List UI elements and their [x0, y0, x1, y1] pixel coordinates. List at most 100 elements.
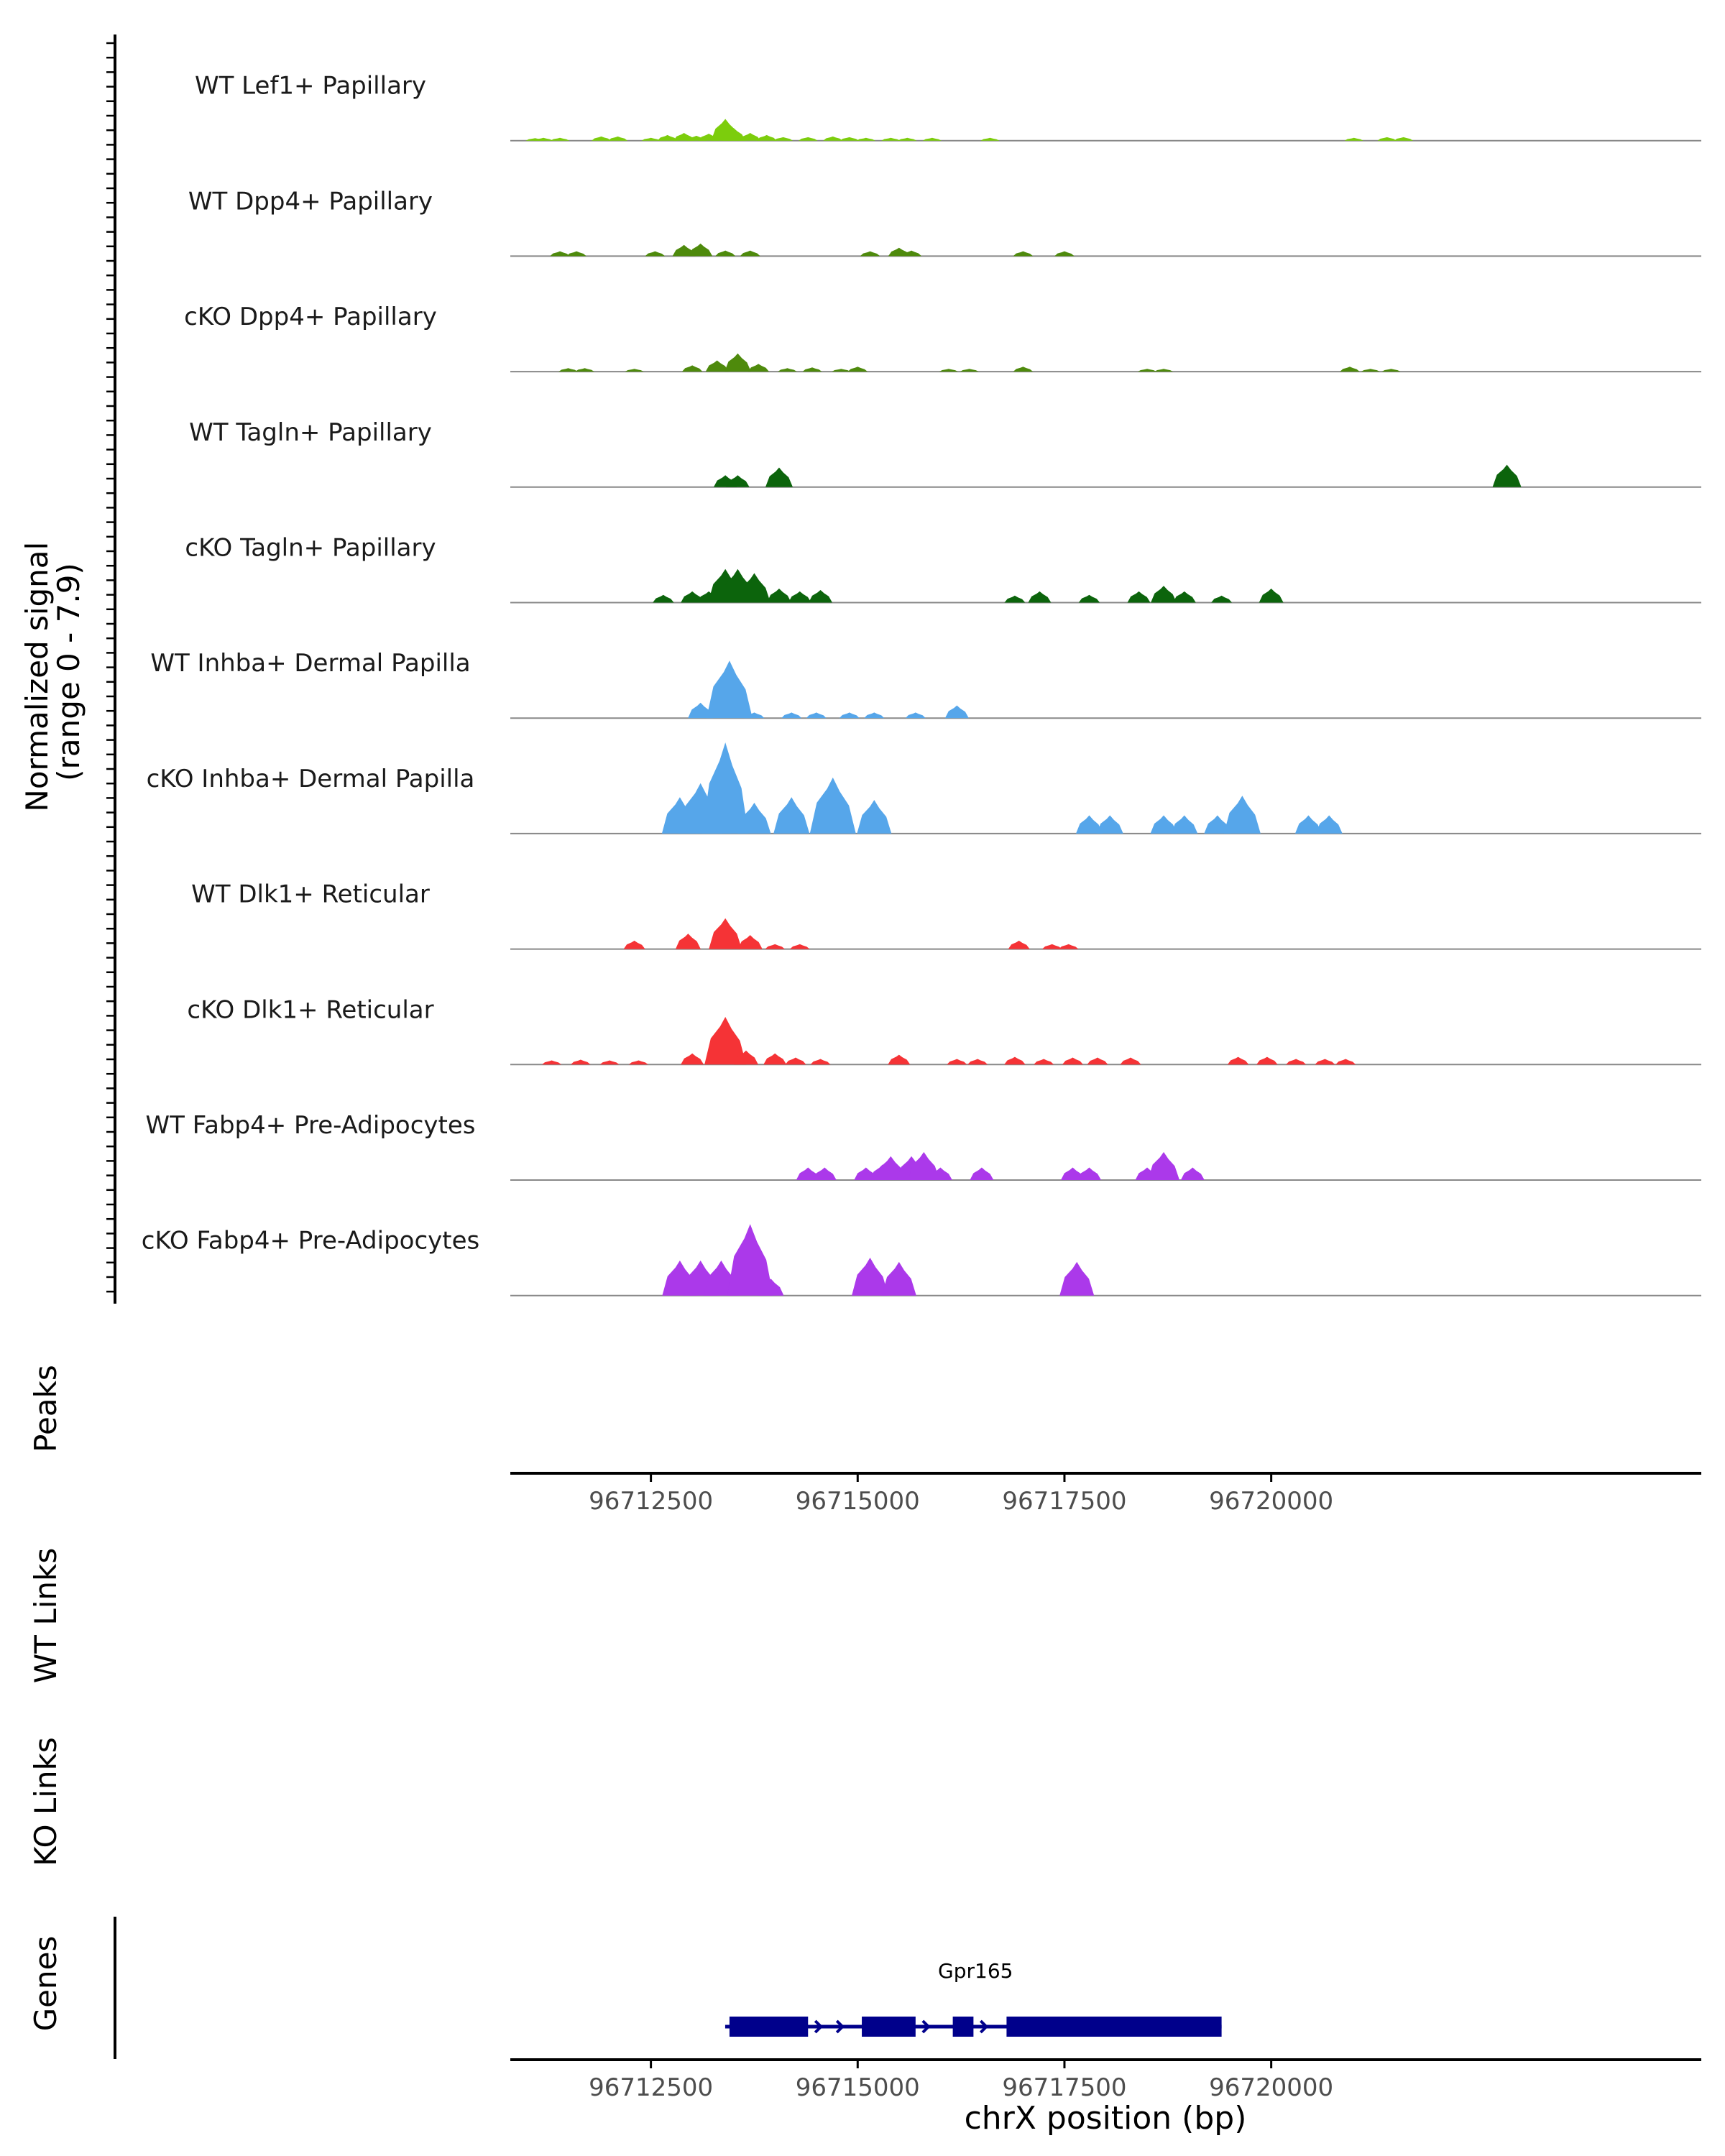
- signal-peak: [847, 367, 868, 372]
- signal-peak: [778, 368, 797, 372]
- x-tick-label: 96715000: [796, 1487, 920, 1516]
- signal-peak: [812, 1167, 837, 1180]
- signal-peak: [558, 368, 578, 372]
- signal-axis-ticks: [106, 42, 115, 1293]
- signal-peak: [856, 137, 875, 141]
- signal-peak: [715, 250, 736, 257]
- gene-exon: [952, 2017, 974, 2037]
- track-label: cKO Dlk1+ Reticular: [187, 995, 433, 1024]
- signal-peak: [706, 660, 753, 719]
- wt-links-panel-label: WT Links: [28, 1548, 63, 1683]
- genes-x-axis-ticks: 96712500 96715000 96717500 96720000: [589, 2060, 1333, 2102]
- signal-peak: [840, 137, 860, 141]
- track-4: WT Tagln+ Papillary: [189, 418, 1701, 488]
- signal-peak: [980, 137, 1000, 141]
- signal-peak: [809, 777, 856, 834]
- signal-peak: [832, 369, 851, 372]
- gene-exon: [729, 2017, 809, 2037]
- signal-peak: [758, 1279, 784, 1296]
- signal-peak: [1381, 369, 1401, 372]
- signal-peak: [765, 944, 785, 949]
- track-9: cKO Dlk1+ Reticular: [187, 995, 1701, 1066]
- signal-peak: [781, 712, 802, 719]
- track-label: cKO Tagln+ Papillary: [185, 534, 436, 563]
- signal-peak: [724, 353, 751, 372]
- signal-peak: [1256, 1056, 1278, 1065]
- signal-peak: [599, 1060, 620, 1065]
- signal-peak: [789, 944, 810, 949]
- signal-peak: [1377, 137, 1397, 141]
- signal-peak: [1172, 591, 1196, 603]
- signal-peak: [788, 591, 811, 603]
- signal-peak: [1013, 367, 1034, 372]
- signal-peak: [566, 251, 586, 257]
- signal-peak: [737, 935, 763, 949]
- strand-arrow: [835, 2019, 845, 2034]
- signal-peak: [1060, 1167, 1085, 1180]
- gene-exon: [1006, 2017, 1222, 2037]
- signal-peak: [944, 705, 969, 719]
- signal-peak: [967, 1059, 988, 1065]
- signal-peak: [928, 1167, 952, 1180]
- strand-arrow: [814, 2019, 824, 2034]
- signal-peak: [709, 918, 742, 949]
- signal-peak: [773, 797, 810, 834]
- signal-peak: [809, 589, 833, 603]
- signal-peak: [1013, 251, 1034, 257]
- signal-peak: [860, 251, 880, 257]
- signal-peak: [905, 712, 926, 719]
- signal-peak: [799, 137, 818, 141]
- signal-peak: [1344, 137, 1363, 141]
- signal-peak: [864, 712, 885, 719]
- signal-peak: [1154, 369, 1174, 372]
- signal-peak: [748, 364, 769, 372]
- signal-peak: [1315, 815, 1343, 834]
- signal-peak: [1335, 1059, 1356, 1065]
- signal-peak: [802, 367, 822, 372]
- signal-peak: [1127, 591, 1151, 603]
- signal-peak: [1058, 944, 1079, 949]
- signal-peak: [608, 136, 628, 141]
- track-label: WT Inhba+ Dermal Papilla: [150, 649, 470, 678]
- signal-peak: [1227, 1056, 1249, 1065]
- genes-panel-label: Genes: [28, 1936, 63, 2032]
- signal-peak: [763, 1053, 787, 1065]
- signal-peak: [1151, 586, 1177, 603]
- signal-peak: [1096, 815, 1123, 834]
- x-axis-title: chrX position (bp): [965, 2100, 1247, 2137]
- signal-peak: [881, 137, 901, 141]
- signal-peak: [785, 1057, 806, 1065]
- signal-peak: [1492, 464, 1522, 487]
- signal-peak: [881, 1261, 916, 1296]
- coverage-tracks: WT Lef1+ Papillary WT Dpp4+ Papillary cKO …: [142, 72, 1701, 1296]
- signal-peak: [1054, 251, 1075, 257]
- signal-peak: [766, 589, 791, 603]
- track-1: WT Lef1+ Papillary: [195, 72, 1701, 142]
- signal-peak: [857, 800, 892, 834]
- signal-peak: [1361, 369, 1380, 372]
- signal-peak: [1078, 594, 1100, 603]
- track-label: WT Fabp4+ Pre-Adipocytes: [146, 1111, 476, 1140]
- signal-peak: [1259, 589, 1284, 603]
- x-tick-label: 96717500: [1002, 2073, 1126, 2102]
- signal-peak: [702, 742, 749, 834]
- track-6: WT Inhba+ Dermal Papilla: [150, 649, 1701, 719]
- x-tick-label: 96715000: [796, 2073, 920, 2102]
- signal-peak: [575, 368, 594, 372]
- signal-peak: [727, 1224, 773, 1296]
- track-11: cKO Fabp4+ Pre-Adipocytes: [142, 1224, 1701, 1296]
- signal-peak: [534, 137, 553, 141]
- x-tick-label: 96712500: [589, 2073, 713, 2102]
- signal-peak: [733, 1050, 758, 1065]
- signal-peak: [1120, 1057, 1141, 1065]
- signal-peak: [623, 940, 645, 949]
- signal-peak: [1034, 1059, 1054, 1065]
- strand-arrow: [921, 2019, 931, 2034]
- signal-peak: [823, 136, 843, 141]
- signal-peak: [1059, 1261, 1095, 1296]
- track-label: WT Dpp4+ Papillary: [188, 187, 433, 216]
- signal-peak: [773, 137, 793, 141]
- signal-peak: [625, 369, 644, 372]
- track-2: WT Dpp4+ Papillary: [188, 187, 1701, 257]
